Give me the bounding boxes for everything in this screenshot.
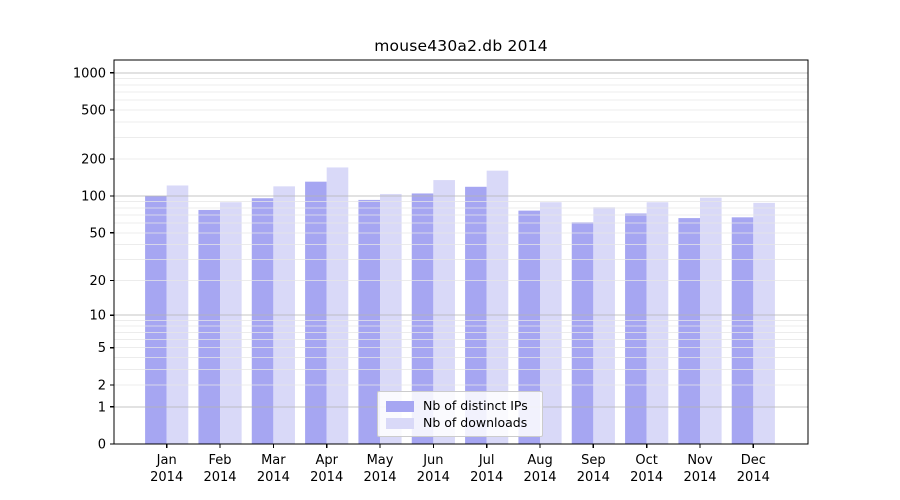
- x-tick-label-year: 2014: [470, 470, 503, 485]
- bar-distinct-ips-aug: [518, 210, 541, 444]
- y-tick-label: 100: [81, 190, 106, 205]
- x-tick-label-month: Sep: [581, 453, 606, 468]
- y-tick-label: 2: [98, 378, 106, 393]
- x-tick-label-month: Apr: [315, 453, 338, 468]
- bar-distinct-ips-apr: [305, 181, 327, 445]
- x-tick-label-year: 2014: [257, 470, 290, 485]
- bar-distinct-ips-may: [358, 199, 381, 444]
- x-tick-label-year: 2014: [417, 470, 450, 485]
- axes-spines: [113, 59, 809, 445]
- legend-item-distinct-ips: Nb of distinct IPs: [386, 398, 534, 414]
- bar-distinct-ips-oct: [625, 213, 647, 444]
- x-tick-label-year: 2014: [577, 470, 610, 485]
- bar-distinct-ips-jun: [411, 193, 434, 444]
- bar-downloads-feb: [220, 202, 242, 444]
- x-tick-label-month: Mar: [261, 453, 286, 468]
- x-tick-label-month: Dec: [741, 453, 766, 468]
- legend-item-downloads: Nb of downloads: [386, 415, 534, 431]
- legend-label-downloads: Nb of downloads: [423, 414, 528, 430]
- bar-downloads-jun: [433, 180, 455, 444]
- x-tick-label-year: 2014: [203, 470, 236, 485]
- bar-distinct-ips-feb: [198, 209, 221, 444]
- bar-distinct-ips-nov: [678, 218, 700, 444]
- x-tick-label-month: Nov: [687, 453, 713, 468]
- bar-downloads-may: [380, 193, 402, 444]
- x-tick-label-month: Feb: [209, 453, 232, 468]
- y-tick-label: 20: [89, 274, 106, 289]
- y-tick-label: 500: [81, 104, 106, 119]
- bar-distinct-ips-sep: [571, 222, 594, 444]
- legend: Nb of distinct IPs Nb of downloads: [377, 391, 543, 437]
- y-tick-label: 200: [81, 153, 106, 168]
- chart-title: mouse430a2.db 2014: [374, 37, 548, 55]
- x-tick-label-year: 2014: [737, 470, 770, 485]
- x-tick-label-year: 2014: [683, 470, 716, 485]
- legend-swatch-distinct-ips-icon: [386, 400, 414, 412]
- y-tick-label: 10: [89, 309, 106, 324]
- bar-distinct-ips-dec: [731, 217, 754, 444]
- x-tick-label-year: 2014: [150, 470, 183, 485]
- x-tick-label-year: 2014: [630, 470, 663, 485]
- x-tick-label-month: Jan: [156, 453, 177, 468]
- x-tick-label-month: Jul: [478, 453, 495, 468]
- x-tick-label-year: 2014: [363, 470, 396, 485]
- legend-label-distinct-ips: Nb of distinct IPs: [423, 397, 528, 413]
- bar-downloads-jul: [486, 170, 509, 445]
- bar-downloads-apr: [326, 167, 349, 444]
- legend-swatch-downloads-icon: [386, 417, 414, 429]
- y-tick-label: 5: [98, 341, 106, 356]
- x-tick-label-month: Oct: [635, 453, 657, 468]
- x-tick-label-year: 2014: [310, 470, 343, 485]
- y-tick-label: 0: [98, 438, 106, 453]
- x-tick-label-month: Aug: [527, 453, 552, 468]
- x-tick-label-year: 2014: [523, 470, 556, 485]
- bar-downloads-aug: [540, 202, 562, 444]
- y-tick-label: 50: [89, 226, 106, 241]
- x-tick-label-month: Jun: [422, 453, 443, 468]
- bar-downloads-oct: [646, 202, 669, 444]
- bar-downloads-dec: [753, 202, 775, 444]
- y-tick-label: 1: [98, 400, 106, 415]
- y-tick-label: 1000: [73, 66, 106, 81]
- x-tick-label-month: May: [367, 453, 394, 468]
